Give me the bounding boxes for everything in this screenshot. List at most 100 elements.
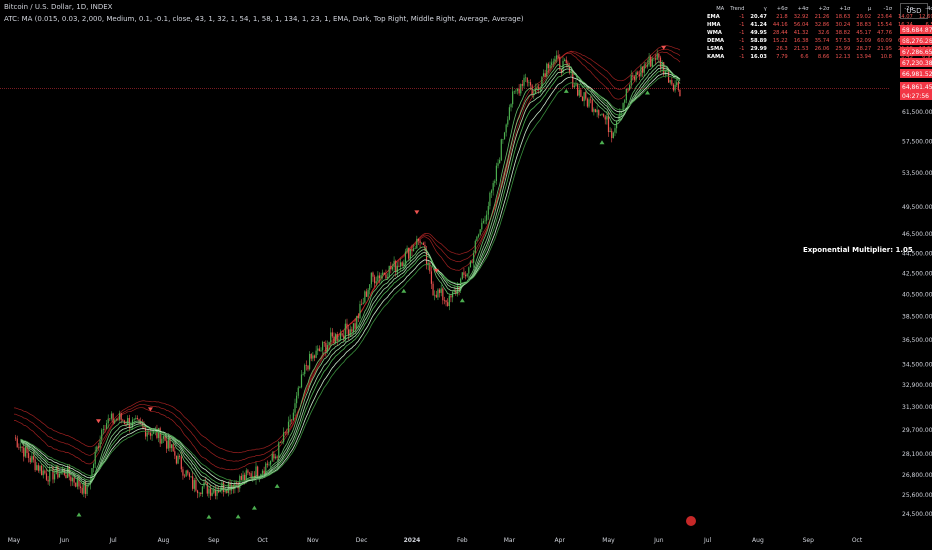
candle-body — [557, 55, 559, 58]
price-tag-label: 64,861.45 — [902, 84, 932, 91]
x-tick-label: May — [8, 537, 21, 544]
candle-body — [575, 84, 577, 86]
y-tick-label: 42,500.00 — [902, 270, 932, 277]
ma-cell: 53.59 — [918, 38, 932, 44]
candle-body — [386, 277, 389, 279]
candle-body — [362, 302, 364, 305]
candle-body — [481, 222, 483, 230]
candle-body — [421, 242, 423, 244]
candle-body — [148, 432, 150, 434]
buy-signal-triangle — [563, 88, 569, 93]
ma-col-header: +4σ — [797, 6, 809, 12]
price-tag — [900, 47, 932, 56]
candle-body — [156, 430, 158, 438]
ma-cell: 38.08 — [918, 30, 932, 36]
candle-body — [434, 294, 436, 296]
candle-body — [406, 247, 408, 252]
candle-body — [297, 387, 299, 396]
candle-body — [125, 423, 127, 426]
y-tick-label: 61,500.00 — [902, 109, 932, 116]
candle-body — [533, 93, 535, 95]
candle-body — [489, 192, 491, 207]
candle-body — [75, 482, 77, 487]
candle-body — [37, 465, 39, 471]
currency-button[interactable]: USD — [900, 3, 928, 19]
candle-body — [164, 436, 166, 441]
candle-body — [651, 58, 653, 67]
candle-body — [437, 289, 439, 298]
candle-body — [281, 441, 283, 443]
candle-body — [175, 455, 178, 464]
candle-body — [304, 365, 306, 374]
y-tick-label: 28,100.00 — [902, 451, 932, 458]
candle-body — [19, 446, 22, 448]
candle-body — [133, 418, 135, 420]
candle-body — [417, 238, 420, 241]
candle-body — [492, 183, 494, 191]
candle-body — [643, 65, 645, 73]
candle-body — [367, 289, 369, 297]
candle-body — [549, 64, 551, 69]
ma-cell: -1 — [739, 14, 745, 20]
candle-body — [373, 276, 376, 284]
ma-cell: WMA — [707, 30, 722, 36]
symbol-title[interactable]: Bitcoin / U.S. Dollar, 1D, INDEX — [4, 3, 113, 11]
price-tag-label: 68,684.872 — [902, 27, 932, 34]
candle-body — [299, 387, 301, 388]
ma-cell: -1 — [739, 38, 745, 44]
candle-body — [380, 275, 382, 279]
candle-body — [599, 115, 601, 116]
candle-body — [79, 486, 82, 488]
ma-cell: 17.51 — [918, 46, 932, 52]
x-tick-label: Mar — [504, 537, 516, 544]
candle-body — [484, 220, 486, 222]
candle-body — [555, 55, 558, 59]
ma-cell: 49.95 — [750, 30, 767, 36]
candle-body — [359, 304, 361, 318]
candle-body — [205, 482, 207, 483]
ma-cell: 52.09 — [856, 38, 872, 44]
ma-cell: EMA — [707, 14, 720, 20]
candle-body — [320, 350, 322, 352]
candle-body — [78, 478, 80, 487]
candle-body — [182, 469, 184, 476]
candle-body — [157, 428, 160, 438]
candle-body — [172, 444, 174, 452]
multiplier-value: 1.05 — [895, 246, 913, 254]
candle-body — [385, 274, 387, 279]
candle-body — [54, 474, 56, 480]
candle-body — [47, 479, 49, 482]
candle-body — [21, 446, 23, 448]
y-tick-label: 29,700.00 — [902, 427, 932, 434]
candle-body — [625, 88, 627, 101]
candle-body — [564, 59, 566, 62]
candle-body — [432, 283, 434, 296]
candle-body — [309, 353, 311, 370]
tradingview-logo-icon[interactable] — [686, 516, 696, 526]
candle-body — [603, 114, 605, 117]
candle-body — [146, 432, 148, 437]
candle-body — [136, 417, 139, 420]
y-tick-label: 34,500.00 — [902, 361, 932, 368]
candle-body — [637, 72, 639, 75]
candle-body — [429, 262, 431, 272]
multiplier-label: Exponential Multiplier: — [803, 246, 894, 254]
candle-body — [29, 457, 31, 463]
candle-body — [97, 446, 100, 448]
candle-body — [110, 413, 113, 419]
y-tick-label: 49,500.00 — [902, 204, 932, 211]
candle-body — [333, 336, 335, 344]
sell-signal-triangle — [414, 210, 420, 215]
candle-body — [430, 271, 433, 284]
x-tick-label: Aug — [752, 537, 764, 544]
price-tag — [900, 69, 932, 78]
candle-body — [283, 432, 285, 442]
candle-body — [624, 100, 626, 103]
indicator-legend[interactable]: ATC: MA (0.015, 0.03, 2,000, Medium, 0.1… — [4, 15, 524, 23]
candle-body — [500, 139, 502, 161]
x-tick-label: Nov — [307, 537, 319, 544]
x-tick-label: Jun — [653, 537, 664, 544]
ma-cell: 32.92 — [793, 14, 809, 20]
candle-body — [266, 463, 268, 465]
